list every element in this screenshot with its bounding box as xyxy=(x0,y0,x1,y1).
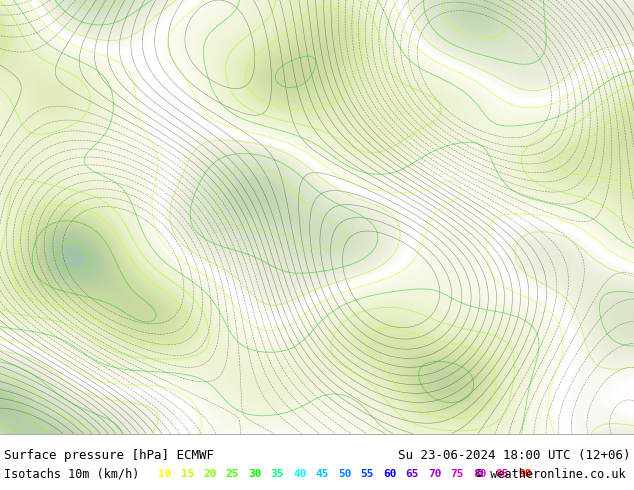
Text: 75: 75 xyxy=(451,469,464,479)
Text: 85: 85 xyxy=(496,469,509,479)
Text: 30: 30 xyxy=(248,469,261,479)
Text: 50: 50 xyxy=(338,469,351,479)
Text: © weatheronline.co.uk: © weatheronline.co.uk xyxy=(476,468,626,481)
Text: Su 23-06-2024 18:00 UTC (12+06): Su 23-06-2024 18:00 UTC (12+06) xyxy=(398,449,630,463)
Text: 90: 90 xyxy=(518,469,531,479)
Text: 10: 10 xyxy=(158,469,172,479)
Text: 25: 25 xyxy=(226,469,239,479)
Text: 55: 55 xyxy=(361,469,374,479)
Text: 15: 15 xyxy=(181,469,194,479)
Text: 20: 20 xyxy=(203,469,216,479)
Text: 40: 40 xyxy=(293,469,306,479)
Text: 60: 60 xyxy=(383,469,396,479)
Text: 65: 65 xyxy=(406,469,419,479)
Text: Isotachs 10m (km/h): Isotachs 10m (km/h) xyxy=(4,468,139,481)
Text: 80: 80 xyxy=(473,469,486,479)
Text: 35: 35 xyxy=(271,469,284,479)
Text: Surface pressure [hPa] ECMWF: Surface pressure [hPa] ECMWF xyxy=(4,449,214,463)
Text: 70: 70 xyxy=(428,469,441,479)
Text: 45: 45 xyxy=(316,469,329,479)
